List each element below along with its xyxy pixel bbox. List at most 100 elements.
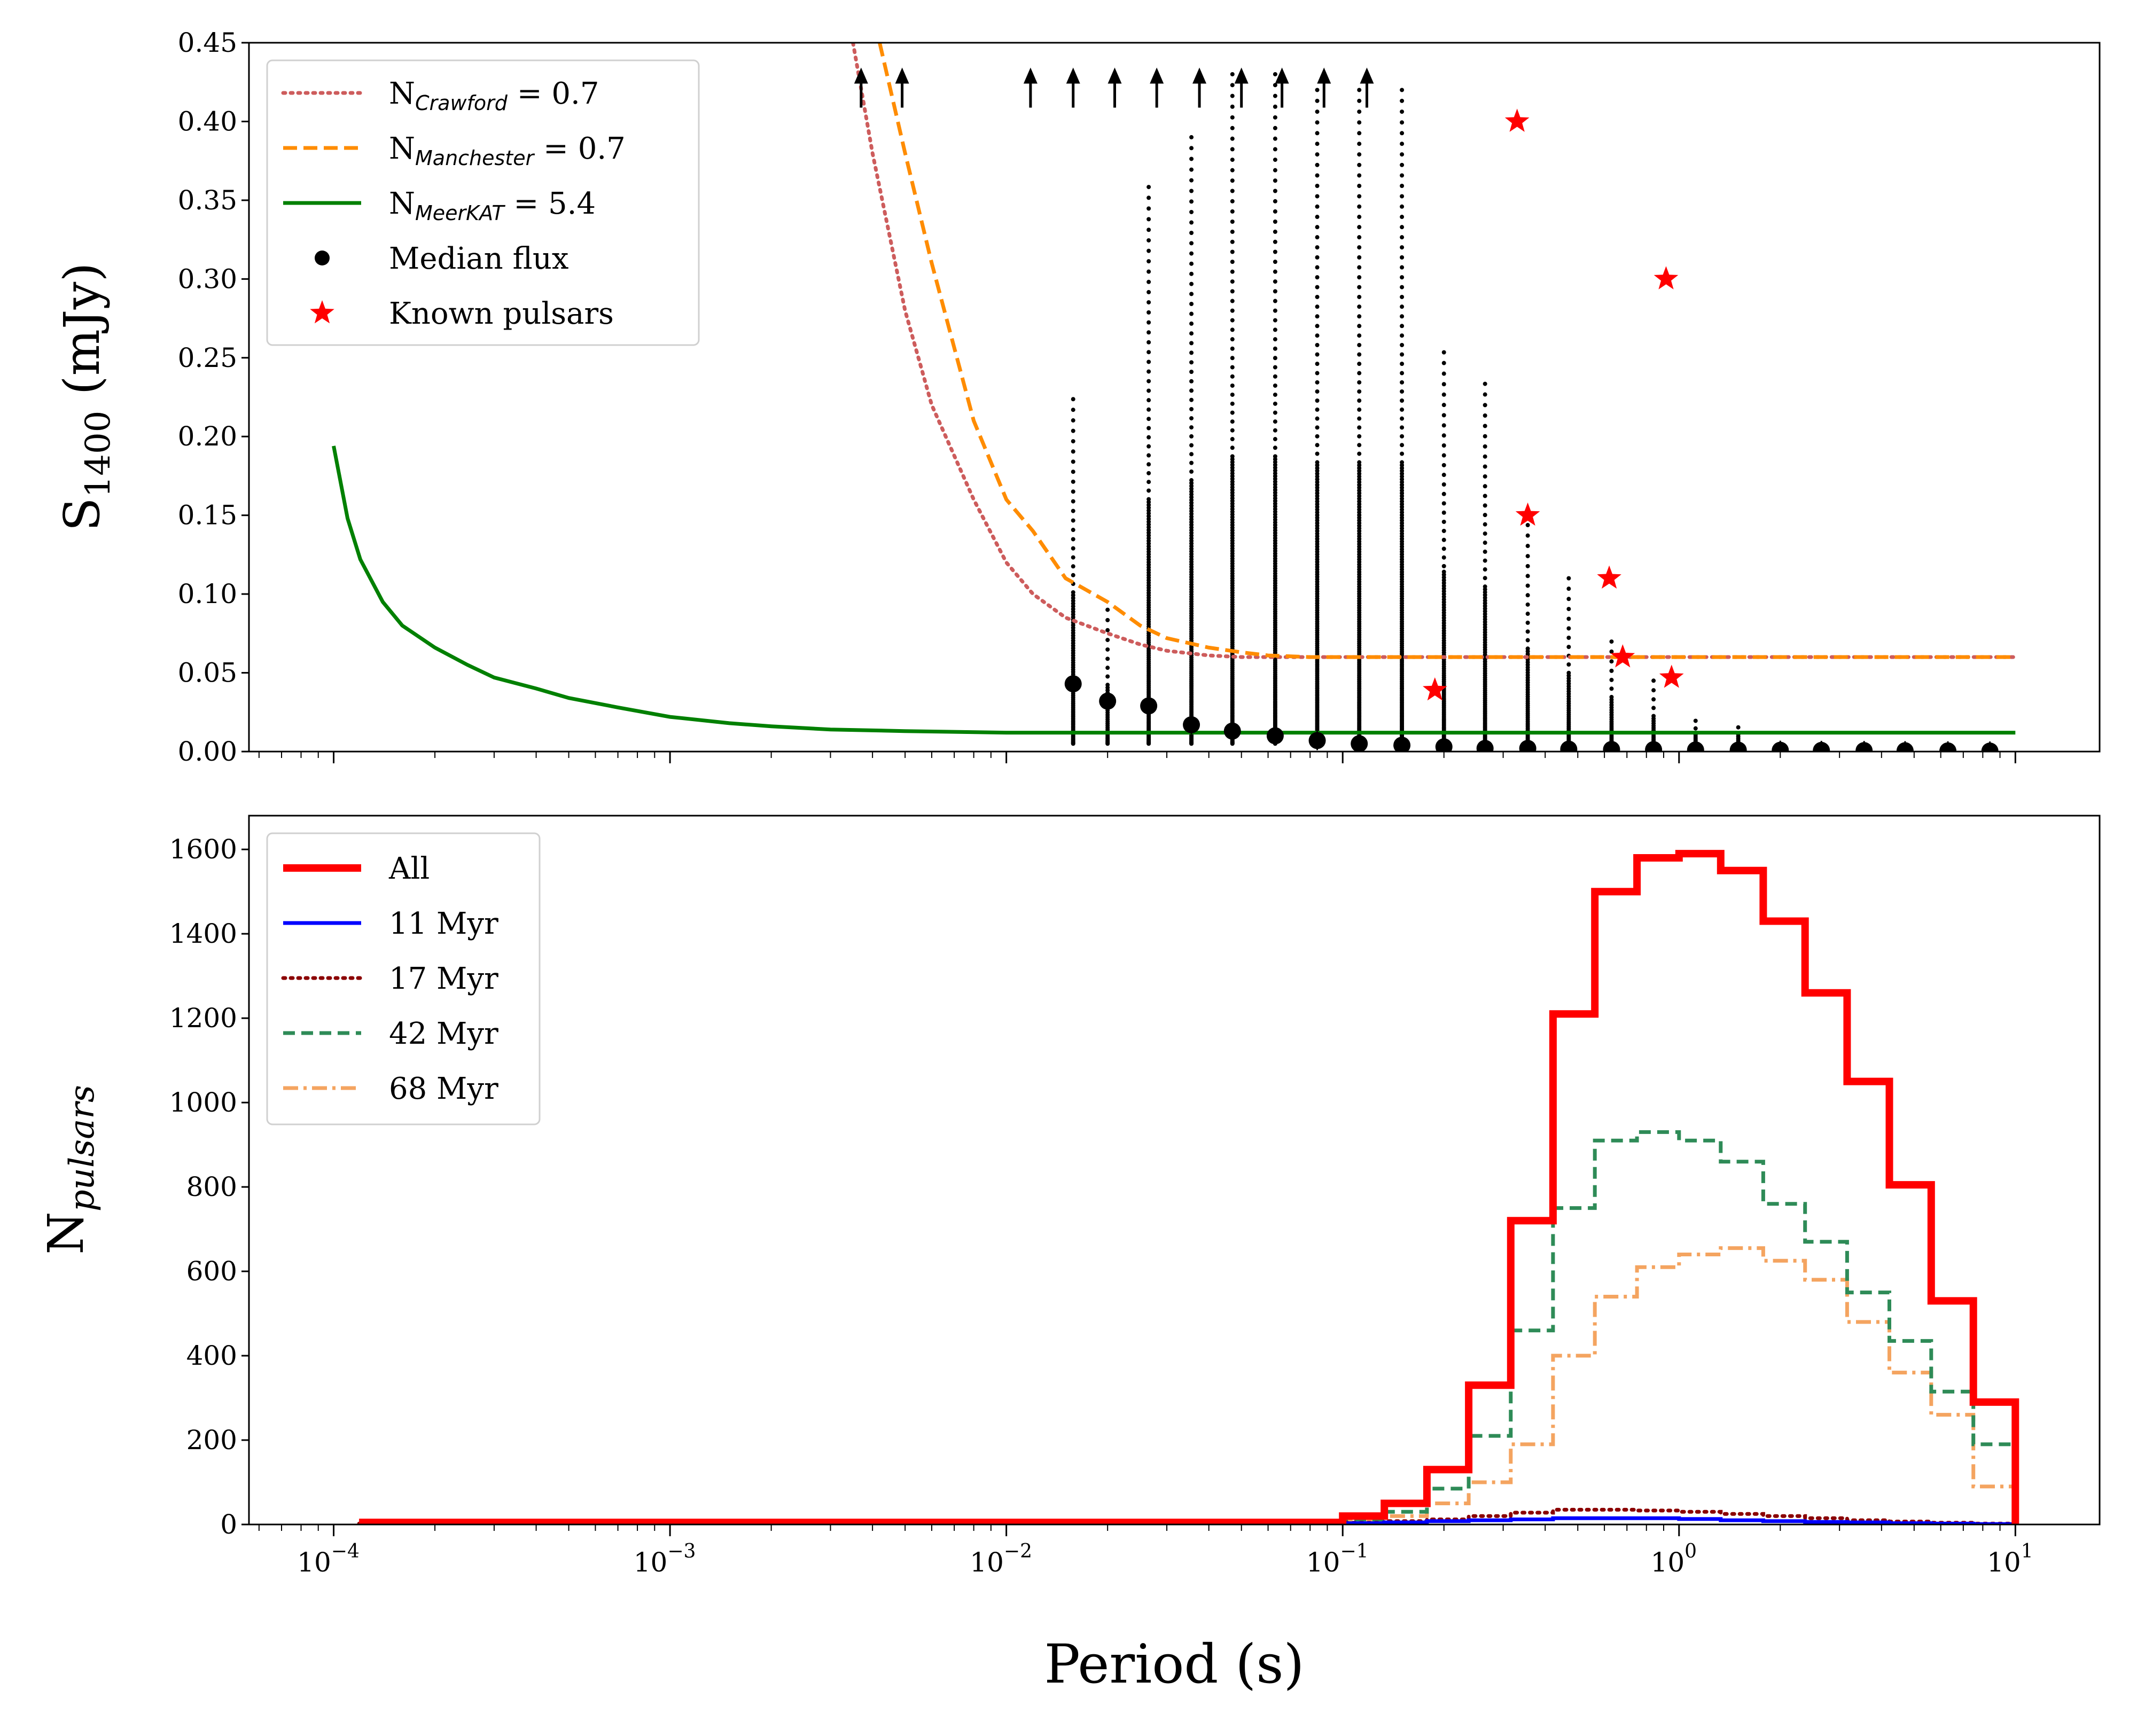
scatter-point (1071, 509, 1075, 513)
scatter-point (1357, 131, 1362, 136)
scatter-point (1525, 629, 1530, 634)
scatter-point (1357, 460, 1362, 465)
scatter-point (1400, 215, 1405, 220)
scatter-point (1189, 230, 1194, 235)
scatter-point (1400, 173, 1405, 178)
scatter-point (1147, 444, 1151, 449)
scatter-point (1483, 424, 1487, 428)
scatter-point (1071, 470, 1075, 474)
scatter-point (1400, 235, 1405, 240)
scatter-point (1147, 196, 1151, 200)
scatter-point (1400, 443, 1405, 448)
scatter-point (1400, 398, 1405, 403)
scatter-point (1315, 173, 1320, 178)
scatter-point (1230, 318, 1235, 323)
scatter-point (1357, 194, 1362, 199)
scatter-point (1230, 365, 1235, 370)
scatter-point (1189, 261, 1194, 266)
scatter-point (1400, 304, 1405, 309)
scatter-point (1147, 340, 1151, 345)
x-tick-label: 10−3 (634, 1540, 696, 1578)
x-tick-label: 10−2 (970, 1540, 1032, 1578)
scatter-point (1273, 279, 1277, 284)
scatter-point (1400, 265, 1405, 270)
scatter-point (1147, 279, 1151, 284)
scatter-point (1273, 374, 1277, 379)
scatter-point (1071, 537, 1075, 542)
scatter-point (1315, 204, 1320, 209)
scatter-point (1147, 453, 1151, 458)
scatter-point (1230, 269, 1235, 274)
scatter-point (1609, 694, 1614, 699)
scatter-point (1525, 574, 1530, 578)
scatter-point (1273, 318, 1277, 323)
scatter-point (1400, 120, 1405, 125)
y-tick-label: 1600 (169, 834, 237, 865)
scatter-point (1189, 251, 1194, 256)
scatter-point (1651, 706, 1656, 710)
scatter-point (1609, 677, 1614, 682)
scatter-point (1105, 683, 1110, 687)
upper-limit-arrow (895, 67, 909, 108)
scatter-point (1273, 158, 1277, 162)
top-y-ticks: 0.00 0.05 0.10 0.15 0.20 0.25 0.30 0.35 0.40 0.45 (178, 27, 249, 767)
scatter-point (1315, 285, 1320, 290)
scatter-point (1189, 241, 1194, 246)
median-flux-point (1729, 741, 1747, 752)
scatter-point (1315, 304, 1320, 309)
scatter-point (1147, 290, 1151, 294)
scatter-point (1230, 356, 1235, 361)
scatter-point (1189, 311, 1194, 316)
scatter-point (1315, 235, 1320, 240)
y-tick-label: 0.20 (178, 421, 237, 452)
scatter-point (1483, 434, 1487, 439)
scatter-point (1147, 259, 1151, 264)
scatter-point (1651, 714, 1656, 718)
median-flux-point (1519, 740, 1537, 752)
scatter-point (1273, 346, 1277, 351)
scatter-point (1189, 301, 1194, 306)
scatter-point (1071, 555, 1075, 560)
scatter-point (1693, 718, 1698, 723)
top-x-ticks (258, 752, 2016, 763)
scatter-point (1315, 314, 1320, 319)
scatter-point (1230, 279, 1235, 284)
upper-limit-arrow (1360, 67, 1374, 108)
scatter-point (1230, 410, 1235, 415)
scatter-point (1147, 388, 1151, 393)
scatter-point (1071, 459, 1075, 464)
scatter-point (1189, 397, 1194, 402)
scatter-point (1273, 147, 1277, 152)
scatter-point (1357, 162, 1362, 167)
scatter-point (1230, 126, 1235, 130)
scatter-point (1400, 204, 1405, 209)
scatter-point (1273, 189, 1277, 193)
scatter-point (1400, 451, 1405, 456)
scatter-point (1357, 245, 1362, 250)
median-flux-point (1603, 741, 1620, 752)
scatter-point (1230, 199, 1235, 204)
known-pulsar-star (1423, 677, 1447, 701)
median-flux-point (1393, 737, 1411, 752)
scatter-point (1189, 341, 1194, 346)
scatter-point (1189, 220, 1194, 225)
median-flux-point (1140, 697, 1158, 715)
manchester-curve (878, 43, 2016, 659)
scatter-point (1357, 255, 1362, 260)
scatter-point (1566, 616, 1571, 621)
known-pulsar-star (1654, 266, 1679, 290)
scatter-point (1147, 248, 1151, 253)
scatter-point (1357, 314, 1362, 319)
scatter-point (1400, 245, 1405, 250)
scatter-point (1357, 333, 1362, 338)
scatter-point (1189, 416, 1194, 421)
legend-label: 42 Myr (389, 1016, 498, 1051)
scatter-point (1400, 407, 1405, 412)
scatter-point (1357, 275, 1362, 280)
bottom-axes-frame (248, 815, 2101, 1526)
scatter-point (1357, 215, 1362, 220)
bottom-y-axis-label: Npulsars (37, 1085, 102, 1255)
scatter-point (1315, 225, 1320, 230)
legend-label: NManchester = 0.7 (389, 131, 626, 170)
scatter-point (1441, 371, 1446, 376)
